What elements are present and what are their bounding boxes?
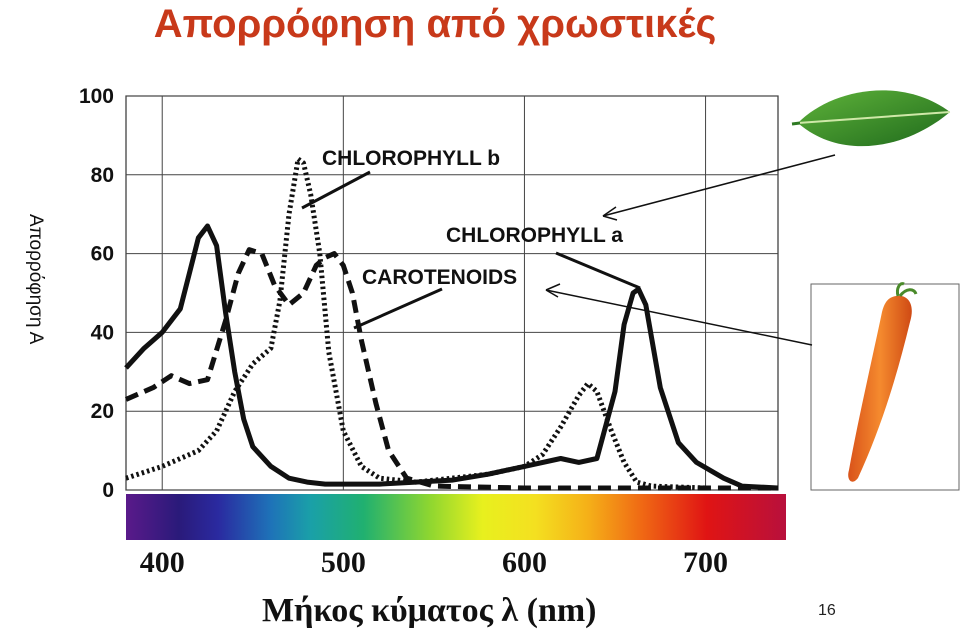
x-axis-label: Μήκος κύματος λ (nm) [262,592,597,629]
y-tick-label: 0 [102,479,114,502]
series-line-carotenoids [125,247,778,491]
y-tick-label: 100 [79,85,114,108]
carrot-picture [810,282,960,491]
x-tick-label: 700 [683,546,728,579]
annotation-chlorophyll-b: CHLOROPHYLL b [322,147,500,170]
x-tick-label: 500 [321,546,366,579]
pointer-carotenoids [353,287,443,330]
x-tick-label: 600 [502,546,547,579]
slide-title: Απορρόφηση από χρωστικές [153,2,717,46]
visible-spectrum-bar [126,494,786,540]
page-number: 16 [818,602,836,619]
carrot-arrowhead [545,283,561,298]
y-tick-label: 40 [91,321,114,344]
y-tick-label: 60 [91,243,114,266]
y-tick-labels: 0 20 40 60 80 100 [79,85,114,502]
leaf-arrowhead [602,206,618,221]
annotation-chlorophyll-a: CHLOROPHYLL a [446,224,623,247]
annotation-carotenoids: CAROTENOIDS [362,266,517,289]
y-tick-label: 20 [91,400,114,423]
leaf-picture [791,90,951,147]
series-line-chlorophyll-a [124,223,779,491]
series-line-chlorophyll-b [125,156,706,491]
y-tick-label: 80 [91,164,114,187]
pointer-chlorophyll-b [301,170,371,210]
series-lines [124,156,779,491]
x-tick-label: 400 [140,546,185,579]
y-axis-label: Απορρόφηση Α [25,214,46,345]
carrot-arrow [545,289,813,346]
pointer-chlorophyll-a [555,251,641,290]
x-tick-labels: 400 500 600 700 [140,546,728,579]
leaf-arrow [602,154,836,217]
